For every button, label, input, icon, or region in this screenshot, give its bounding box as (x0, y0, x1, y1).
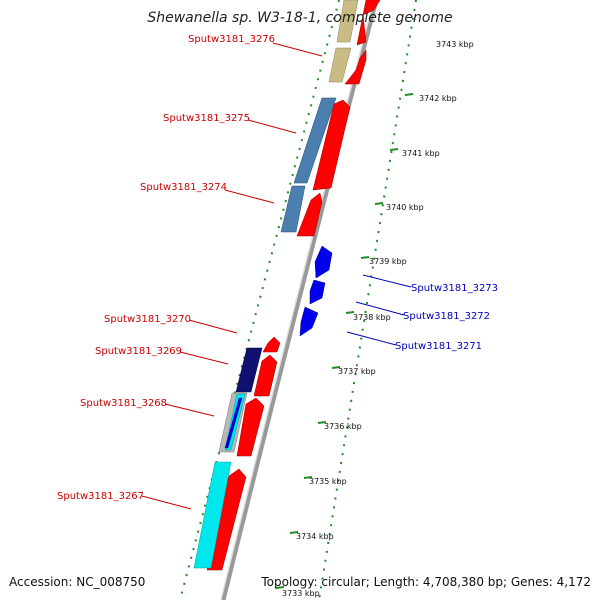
leader-line-3269 (179, 351, 229, 365)
scale-tick-label: 3742 kbp (419, 94, 457, 103)
cog-block-3268-blue (224, 397, 243, 449)
scale-tick-label: 3734 kbp (296, 532, 334, 541)
gene-arrow-3270 (262, 336, 281, 353)
gene-arrow-3275 (312, 99, 351, 191)
accession-text: Accession: NC_008750 (9, 575, 145, 589)
gene-label-3268[interactable]: Sputw3181_3268 (80, 398, 167, 409)
gene-labels: Sputw3181_3276 Sputw3181_3275 Sputw3181_… (57, 34, 498, 502)
scale-tick-label: 3743 kbp (436, 40, 474, 49)
scale-tick-10 (275, 586, 285, 589)
topology-text: Topology: circular; Length: 4,708,380 bp… (260, 575, 591, 589)
scale-tick-label: 3739 kbp (369, 257, 407, 266)
scale-tick-7 (317, 421, 327, 424)
scale-tick-8 (303, 476, 313, 479)
scale-ticks: 3743 kbp 3742 kbp 3741 kbp 3740 kbp 3739… (275, 40, 474, 598)
scale-tick-6 (331, 366, 341, 369)
cog-block-3267 (193, 461, 232, 569)
leader-line-3271 (346, 331, 397, 346)
scale-tick-1 (404, 93, 414, 96)
scale-tick-3 (374, 202, 384, 205)
cog-block-3275 (293, 97, 337, 184)
gene-label-3267[interactable]: Sputw3181_3267 (57, 491, 144, 502)
scale-tick-label: 3740 kbp (386, 203, 424, 212)
gene-label-3269[interactable]: Sputw3181_3269 (95, 346, 182, 357)
gene-arrow-3273 (314, 245, 333, 279)
genome-backbone (220, 0, 379, 600)
gene-label-3274[interactable]: Sputw3181_3274 (140, 182, 227, 193)
reverse-cds-track (299, 245, 333, 337)
scale-tick-9 (289, 531, 299, 534)
scale-tick-label: 3738 kbp (353, 313, 391, 322)
gene-label-3276[interactable]: Sputw3181_3276 (188, 34, 275, 45)
gene-arrow-3268 (236, 397, 265, 457)
cog-block-3269 (235, 347, 263, 393)
scale-tick-label: 3733 kbp (282, 589, 320, 598)
scale-tick-label: 3735 kbp (309, 477, 347, 486)
scale-tick-5 (345, 311, 355, 314)
leader-lines (141, 42, 412, 510)
leader-line-3270 (188, 319, 238, 334)
gene-label-3275[interactable]: Sputw3181_3275 (163, 113, 250, 124)
gene-label-3273[interactable]: Sputw3181_3273 (411, 283, 498, 294)
leader-line-3267 (141, 495, 192, 510)
cog-block-3276 (328, 47, 352, 83)
leader-line-3274 (224, 189, 275, 204)
outer-tick-track (318, 0, 417, 600)
leader-line-3275 (247, 119, 297, 134)
scale-tick-4 (360, 256, 370, 259)
leader-line-3276 (272, 42, 323, 57)
cog-block-3276a (336, 0, 359, 43)
scale-tick-label: 3736 kbp (324, 422, 362, 431)
gene-arrow-3272 (309, 279, 326, 305)
gene-label-3271[interactable]: Sputw3181_3271 (395, 341, 482, 352)
gene-arrow-3274 (296, 192, 323, 237)
gene-arrow-3271 (299, 306, 319, 337)
scale-tick-label: 3741 kbp (402, 149, 440, 158)
map-title: Shewanella sp. W3-18-1, complete genome (147, 10, 452, 26)
cog-track (193, 0, 359, 569)
scale-tick-2 (389, 148, 399, 151)
leader-line-3268 (164, 403, 215, 417)
gene-label-3270[interactable]: Sputw3181_3270 (104, 314, 191, 325)
gene-arrow-3269 (253, 354, 278, 397)
scale-tick-label: 3737 kbp (338, 367, 376, 376)
forward-cds-track (206, 0, 381, 571)
gene-label-3272[interactable]: Sputw3181_3272 (403, 311, 490, 322)
leader-line-3272 (355, 301, 405, 316)
cog-block-3274 (280, 185, 306, 233)
gene-arrow-3276 (344, 49, 367, 85)
gene-arrow-3276a (356, 0, 381, 46)
leader-line-3273 (362, 274, 412, 288)
